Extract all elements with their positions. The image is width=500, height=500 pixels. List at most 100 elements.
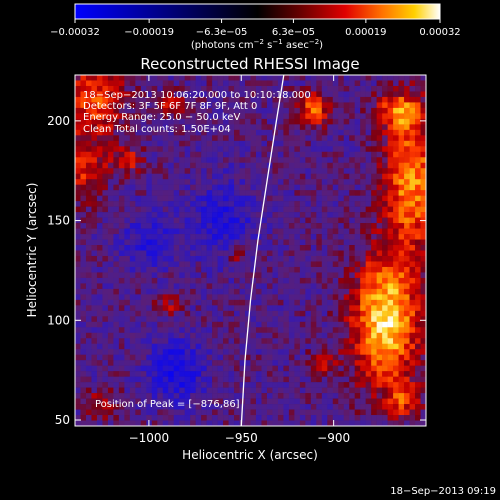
heatmap-pixel [206, 124, 213, 131]
heatmap-pixel [135, 310, 142, 317]
heatmap-pixel [151, 217, 158, 224]
heatmap-pixel [288, 168, 295, 175]
heatmap-pixel [212, 327, 218, 334]
heatmap-pixel [140, 349, 147, 355]
heatmap-pixel [382, 277, 388, 284]
heatmap-pixel [91, 277, 98, 284]
heatmap-pixel [387, 195, 394, 202]
heatmap-pixel [184, 195, 191, 202]
heatmap-pixel [321, 393, 328, 399]
heatmap-pixel [321, 376, 328, 383]
heatmap-pixel [387, 107, 394, 114]
heatmap-pixel [376, 173, 383, 180]
heatmap-pixel [151, 266, 158, 273]
heatmap-pixel [173, 310, 180, 317]
heatmap-pixel [239, 217, 246, 224]
heatmap-pixel [234, 387, 240, 394]
heatmap-pixel [173, 371, 180, 377]
heatmap-pixel [195, 206, 202, 213]
heatmap-pixel [283, 321, 290, 328]
heatmap-pixel [349, 168, 355, 175]
heatmap-pixel [338, 310, 345, 317]
heatmap-pixel [376, 316, 383, 323]
heatmap-pixel [234, 234, 240, 240]
heatmap-pixel [305, 146, 312, 153]
heatmap-pixel [288, 96, 295, 103]
heatmap-pixel [382, 173, 388, 180]
heatmap-pixel [343, 283, 350, 290]
heatmap-pixel [91, 371, 98, 377]
heatmap-pixel [107, 201, 114, 207]
heatmap-pixel [173, 168, 180, 175]
heatmap-pixel [382, 415, 388, 421]
heatmap-pixel [349, 393, 355, 399]
heatmap-pixel [409, 305, 416, 312]
heatmap-pixel [91, 250, 98, 257]
heatmap-pixel [179, 272, 185, 279]
heatmap-pixel [250, 96, 257, 103]
heatmap-pixel [206, 223, 213, 229]
heatmap-pixel [354, 234, 361, 240]
heatmap-pixel [151, 80, 158, 87]
heatmap-pixel [151, 129, 158, 136]
heatmap-pixel [91, 398, 98, 405]
heatmap-pixel [75, 250, 81, 257]
heatmap-pixel [234, 398, 240, 405]
heatmap-pixel [376, 310, 383, 317]
heatmap-pixel [107, 140, 114, 147]
heatmap-pixel [277, 212, 284, 218]
heatmap-pixel [288, 146, 295, 153]
heatmap-pixel [96, 255, 103, 262]
heatmap-pixel [228, 415, 235, 421]
heatmap-pixel [321, 168, 328, 175]
heatmap-pixel [272, 146, 279, 153]
heatmap-pixel [343, 272, 350, 279]
heatmap-pixel [234, 327, 240, 334]
heatmap-pixel [173, 316, 180, 323]
heatmap-pixel [277, 157, 284, 164]
heatmap-pixel [354, 190, 361, 196]
heatmap-pixel [129, 409, 136, 416]
heatmap-pixel [398, 255, 405, 262]
heatmap-pixel [349, 255, 355, 262]
heatmap-pixel [343, 393, 350, 399]
heatmap-pixel [223, 113, 229, 120]
heatmap-pixel [195, 228, 202, 235]
heatmap-pixel [124, 299, 131, 306]
heatmap-pixel [245, 85, 251, 92]
heatmap-pixel [239, 283, 246, 290]
heatmap-pixel [415, 179, 421, 185]
heatmap-pixel [294, 272, 301, 279]
heatmap-pixel [266, 277, 273, 284]
heatmap-pixel [349, 398, 355, 405]
heatmap-pixel [206, 420, 213, 426]
heatmap-pixel [162, 310, 169, 317]
heatmap-pixel [190, 80, 196, 87]
heatmap-pixel [255, 118, 262, 125]
heatmap-pixel [266, 288, 273, 295]
heatmap-pixel [102, 409, 109, 416]
heatmap-pixel [266, 118, 273, 125]
heatmap-pixel [250, 404, 257, 410]
heatmap-pixel [393, 316, 399, 323]
heatmap-pixel [261, 245, 268, 251]
heatmap-pixel [179, 184, 185, 191]
heatmap-pixel [75, 272, 81, 279]
heatmap-pixel [140, 129, 147, 136]
heatmap-pixel [310, 173, 317, 180]
heatmap-pixel [96, 168, 103, 175]
heatmap-pixel [371, 360, 377, 366]
heatmap-pixel [190, 261, 196, 268]
heatmap-pixel [332, 190, 339, 196]
heatmap-pixel [179, 321, 185, 328]
heatmap-pixel [327, 102, 334, 109]
heatmap-pixel [179, 195, 185, 202]
heatmap-pixel [173, 91, 180, 98]
heatmap-pixel [376, 327, 383, 334]
heatmap-pixel [387, 420, 394, 426]
heatmap-pixel [190, 415, 196, 421]
heatmap-pixel [75, 239, 81, 246]
heatmap-pixel [420, 118, 426, 125]
heatmap-pixel [113, 173, 120, 180]
